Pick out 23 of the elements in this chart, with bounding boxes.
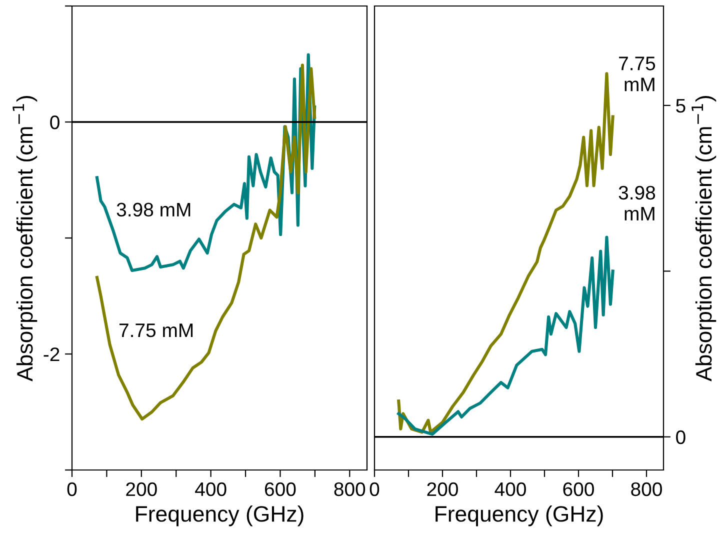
x-tick-label: 200 xyxy=(427,482,458,496)
x-tick-label: 800 xyxy=(631,482,662,496)
x-tick-label: 600 xyxy=(563,482,594,496)
x-tick-label: 0 xyxy=(370,482,380,496)
series-label: 3.98 mM xyxy=(618,186,656,220)
x-tick-label: 400 xyxy=(494,482,526,496)
x-tick-label: 0 xyxy=(67,482,77,496)
series-label: 7.75 mM xyxy=(619,56,656,92)
x-tick-label: 400 xyxy=(195,482,226,496)
y-tick-label: 5 xyxy=(676,99,686,113)
series-label: 3.98 mM xyxy=(116,202,190,217)
line-series xyxy=(397,72,614,434)
x-axis-title: Frequency (GHz) xyxy=(436,505,603,526)
line-series xyxy=(95,64,316,420)
y-tick-label: -2 xyxy=(44,347,60,362)
line-series xyxy=(397,236,614,436)
x-tick-label: 600 xyxy=(265,482,296,496)
y-axis-title: Absorption coefficient (cm$^{−1}$) xyxy=(692,96,716,382)
x-tick-label: 800 xyxy=(334,482,366,496)
series-label: 7.75 mM xyxy=(120,324,193,338)
x-tick-label: 200 xyxy=(126,482,157,496)
x-axis-title: Frequency (GHz) xyxy=(136,505,304,526)
y-axis-title: Absorption coefficient (cm$^{−1}$) xyxy=(12,96,38,382)
